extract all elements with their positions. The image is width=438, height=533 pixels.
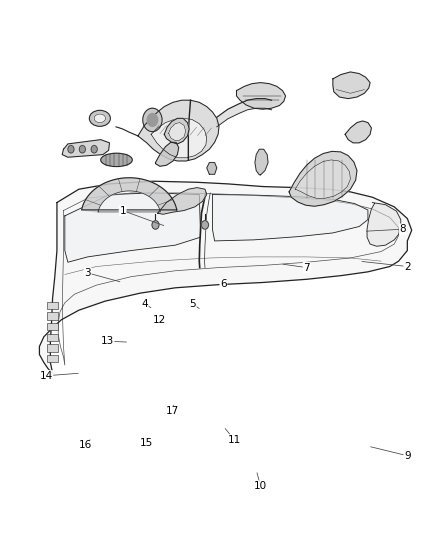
Text: 2: 2 xyxy=(404,262,411,271)
Circle shape xyxy=(143,108,162,132)
Text: 10: 10 xyxy=(254,481,267,491)
Circle shape xyxy=(68,146,74,153)
Bar xyxy=(47,344,58,352)
Polygon shape xyxy=(207,163,217,174)
Polygon shape xyxy=(151,118,207,158)
Circle shape xyxy=(152,221,159,229)
Polygon shape xyxy=(255,149,268,175)
Ellipse shape xyxy=(89,110,110,126)
Polygon shape xyxy=(212,195,368,241)
Ellipse shape xyxy=(101,154,132,167)
Polygon shape xyxy=(345,121,371,143)
Bar xyxy=(47,302,58,309)
Polygon shape xyxy=(237,83,286,109)
Text: 4: 4 xyxy=(141,299,148,309)
Polygon shape xyxy=(295,160,350,198)
Polygon shape xyxy=(169,123,186,141)
Polygon shape xyxy=(81,178,177,212)
Text: 7: 7 xyxy=(303,263,310,272)
Polygon shape xyxy=(164,118,189,144)
Circle shape xyxy=(91,146,97,153)
Bar xyxy=(47,334,58,341)
Circle shape xyxy=(147,114,158,126)
Polygon shape xyxy=(217,99,272,127)
Text: 15: 15 xyxy=(140,439,153,448)
Bar xyxy=(47,312,58,320)
Polygon shape xyxy=(155,142,179,166)
Polygon shape xyxy=(65,193,201,262)
Text: 9: 9 xyxy=(404,451,411,461)
Text: 5: 5 xyxy=(189,299,196,309)
Circle shape xyxy=(79,146,85,153)
Polygon shape xyxy=(289,151,357,206)
Text: 6: 6 xyxy=(220,279,227,289)
Text: 11: 11 xyxy=(228,435,241,445)
Polygon shape xyxy=(367,203,401,246)
Text: 1: 1 xyxy=(119,206,126,215)
Polygon shape xyxy=(138,100,219,161)
Text: 3: 3 xyxy=(84,268,91,278)
Bar xyxy=(47,355,58,362)
Text: 16: 16 xyxy=(79,440,92,450)
Text: 12: 12 xyxy=(153,315,166,325)
Polygon shape xyxy=(158,188,207,214)
Polygon shape xyxy=(333,72,370,99)
Text: 17: 17 xyxy=(166,407,179,416)
Ellipse shape xyxy=(94,114,106,123)
Bar xyxy=(47,323,58,330)
Polygon shape xyxy=(39,181,412,373)
Text: 13: 13 xyxy=(101,336,114,346)
Text: 14: 14 xyxy=(39,371,53,381)
Polygon shape xyxy=(62,140,110,157)
Circle shape xyxy=(201,221,208,229)
Text: 8: 8 xyxy=(399,224,406,234)
